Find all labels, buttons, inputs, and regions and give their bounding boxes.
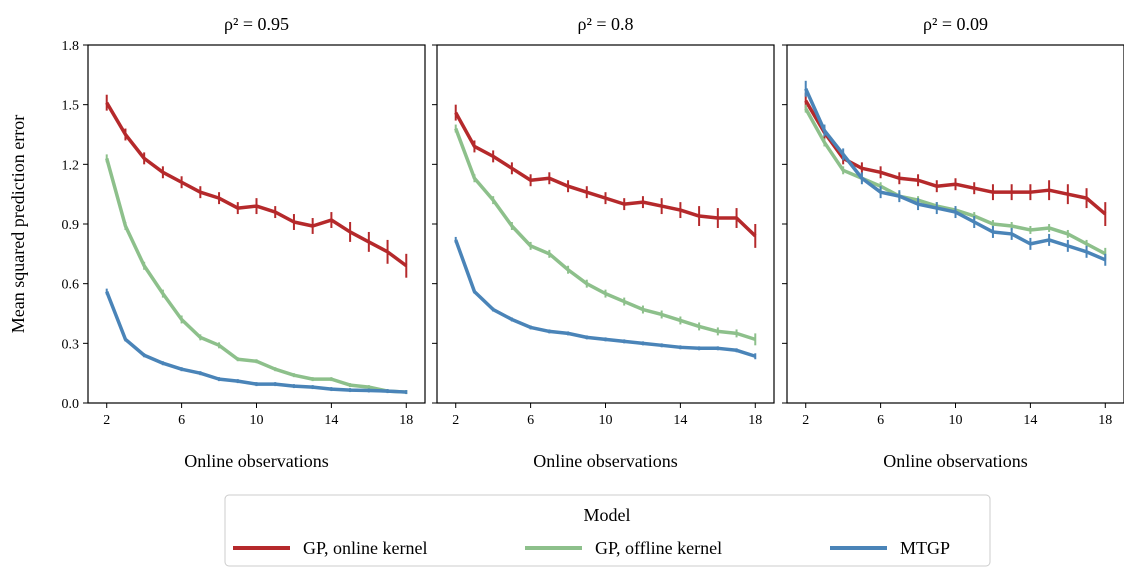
x-axis-label: Online observations [533,451,677,471]
chart-title: ρ² = 0.8 [577,14,633,34]
plot-frame [786,44,1124,404]
x-axis-label: Online observations [883,451,1027,471]
legend-box [224,494,991,567]
y-tick-label: 1.8 [62,39,80,54]
y-axis-label: Mean squared prediction error [8,115,28,333]
chart-title: ρ² = 0.09 [923,14,988,34]
y-tick-label: 0.3 [62,337,80,352]
x-tick-label: 18 [399,413,413,428]
legend-label: GP, online kernel [303,538,427,558]
x-tick-label: 10 [599,413,613,428]
x-tick-label: 2 [452,413,459,428]
y-tick-label: 0.6 [62,278,80,293]
series-line [105,101,408,268]
series-line [804,99,1107,216]
x-tick-label: 14 [324,413,338,428]
legend-title: Model [584,505,631,525]
y-tick-label: 0.0 [62,397,80,412]
plot-frame [87,44,426,404]
x-tick-label: 2 [103,413,110,428]
x-tick-label: 18 [748,413,762,428]
chart-title: ρ² = 0.95 [224,14,289,34]
y-tick-label: 1.5 [62,99,80,114]
x-axis-label: Online observations [184,451,328,471]
x-tick-label: 6 [877,413,884,428]
x-tick-label: 6 [527,413,534,428]
series-line [454,111,757,238]
x-tick-label: 14 [673,413,687,428]
x-tick-label: 2 [802,413,809,428]
y-tick-label: 1.2 [62,158,80,173]
legend-label: MTGP [900,538,950,558]
plot-frame [436,44,775,404]
legend-label: GP, offline kernel [595,538,722,558]
series-line [105,290,407,394]
x-tick-label: 10 [250,413,264,428]
y-tick-label: 0.9 [62,218,80,233]
x-tick-label: 6 [178,413,185,428]
x-tick-label: 18 [1098,413,1112,428]
x-tick-label: 10 [949,413,963,428]
x-tick-label: 14 [1023,413,1037,428]
